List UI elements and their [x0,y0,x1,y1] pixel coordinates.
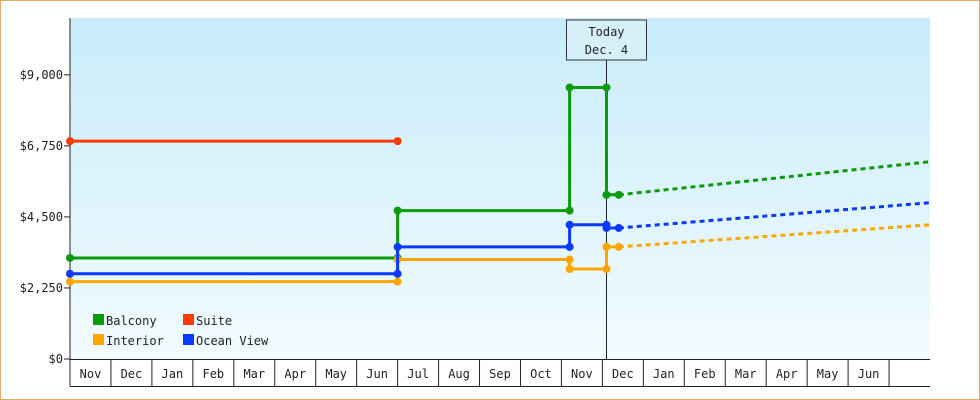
x-tick-label: Nov [571,367,593,381]
legend-label-ocean-view: Ocean View [196,334,269,348]
x-tick-label: Sep [489,367,511,381]
today-date: Dec. 4 [585,43,628,57]
legend-label-interior: Interior [106,334,164,348]
legend-swatch-interior [93,334,104,345]
x-tick-label: Mar [735,367,757,381]
series-lines [66,83,931,286]
y-tick-label: $6,750 [20,139,63,153]
x-axis: Nov Dec Jan Feb Mar Apr May Jun Jul Aug Sep Oct Nov D… [69,359,930,387]
balcony-point [614,190,623,199]
x-tick-label: Feb [694,367,716,381]
legend-swatch-suite [183,314,194,325]
x-tick-label: Mar [243,367,265,381]
interior-point [602,242,611,251]
interior-point [565,265,574,274]
x-tick-label: Jan [162,367,184,381]
x-tick-label: Feb [202,367,224,381]
today-box [565,19,647,61]
plot-background [70,18,930,359]
y-tick-label: $0 [49,352,63,366]
legend: Balcony Suite Interior Ocean View [93,314,269,348]
x-tick-label: Jul [407,367,429,381]
x-tick-label: Jun [858,367,880,381]
ocean-view-point [393,269,402,278]
legend-label-balcony: Balcony [106,314,157,328]
today-label: Today [588,25,624,39]
interior-point [614,242,623,251]
ocean-view-point [393,242,402,251]
balcony-point [66,253,74,262]
balcony-point [602,190,611,199]
x-tick-label: Jun [366,367,388,381]
balcony-projection-line [618,160,931,197]
y-tick-label: $9,000 [20,68,63,82]
y-tick-label: $4,500 [20,210,63,224]
interior-point [565,255,574,264]
legend-swatch-balcony [93,314,104,325]
balcony-point [565,83,574,92]
interior-point [393,277,402,286]
x-tick-label: Dec [121,367,143,381]
x-tick-label: Aug [448,367,470,381]
y-tick-label: $2,250 [20,281,63,295]
x-tick-label: Apr [284,367,306,381]
balcony-point [602,83,611,92]
x-tick-label: Nov [80,367,102,381]
x-tick-label: May [325,367,347,381]
x-tick-label: May [817,367,839,381]
ocean-view-point [565,220,574,229]
x-tick-label: Jan [653,367,675,381]
ocean-view-point [66,269,74,278]
ocean-view-point [614,223,623,232]
interior-point [602,265,611,274]
x-tick-label: Oct [530,367,552,381]
interior-projection-line [618,223,931,249]
x-tick-label: Apr [776,367,798,381]
ocean-view-projection-line [618,201,931,230]
ocean-view-point [602,223,611,232]
balcony-point [393,206,402,215]
y-axis: $0 $2,250 $4,500 $6,750 $9,000 [20,18,71,366]
legend-swatch-ocean-view [183,334,194,345]
ocean-view-point [565,242,574,251]
interior-point [66,277,74,286]
suite-point [66,137,74,146]
balcony-point [565,206,574,215]
suite-point [393,137,402,146]
legend-label-suite: Suite [196,314,232,328]
x-tick-label: Dec [612,367,634,381]
